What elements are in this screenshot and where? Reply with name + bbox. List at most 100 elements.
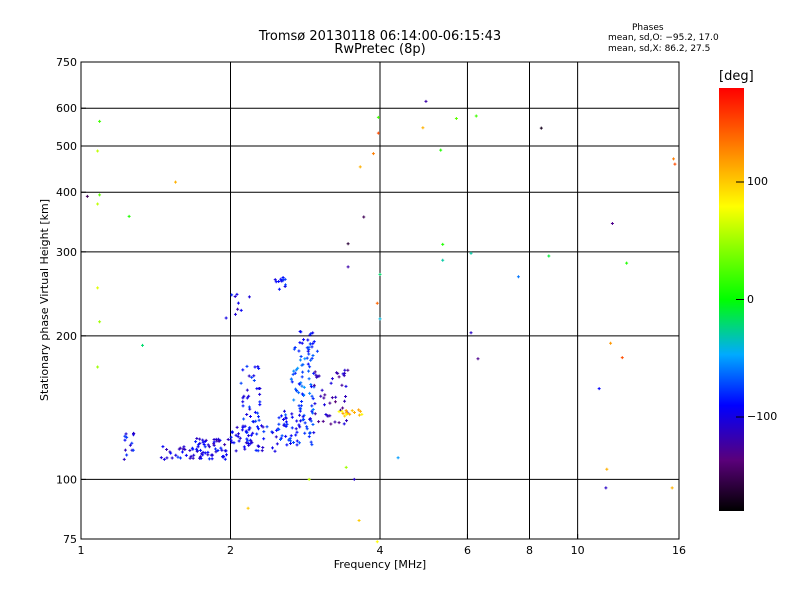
colorbar-title: [deg] [719,69,754,84]
echo-cluster-point [235,425,239,429]
echo-cluster-point [212,442,216,446]
phase-stats-x-mode: mean, sd,X: 86.2, 27.5 [608,44,711,54]
echo-cluster-point [300,363,304,367]
echo-cluster-point [308,431,312,435]
echo-cluster-point [330,377,334,381]
echo-cluster-point [257,387,261,391]
echo-cluster-point [277,427,281,431]
echo-cluster-point [260,449,264,453]
echo-cluster-point [246,439,250,443]
echo-cluster-point [300,384,304,388]
echo-cluster-point [310,404,314,408]
echo-cluster-point [220,448,224,452]
echo-cluster-point [307,435,311,439]
echo-cluster-point [333,400,337,404]
echo-cluster-point [299,355,303,359]
echo-cluster-point [174,453,178,457]
echo-cluster-point [343,414,347,418]
echo-cluster-point [308,391,312,395]
echo-cluster-point [248,415,252,419]
echo-cluster-point [177,447,181,451]
echo-cluster-point [309,417,313,421]
echo-cluster-point [125,435,129,439]
y-tick-label: 100 [56,473,77,486]
echo-cluster-point [191,447,195,451]
echo-cluster-point [295,430,299,434]
echo-cluster-point [223,457,227,461]
echo-cluster-point [292,347,296,351]
echo-cluster-point [261,425,265,429]
echo-cluster-point [292,441,296,444]
echo-point [454,116,458,120]
echo-cluster-point [237,439,241,443]
echo-cluster-point [312,371,316,375]
x-tick-label: 2 [227,544,234,557]
echo-cluster-point [184,453,188,457]
echo-cluster-point [329,422,333,426]
echo-cluster-point [298,407,302,411]
echo-cluster-point [258,403,262,407]
echo-cluster-point [307,369,311,373]
echo-cluster-point [247,434,251,438]
echo-cluster-point [257,366,261,370]
echo-point [375,540,379,544]
echo-cluster-point [233,312,237,316]
echo-cluster-point [247,374,251,378]
echo-cluster-point [298,358,302,362]
echo-cluster-point [307,377,311,381]
echo-cluster-point [284,283,288,287]
echo-cluster-point [282,409,286,413]
echo-point [610,221,614,225]
echo-cluster-point [317,374,321,378]
echo-point [352,477,356,481]
echo-cluster-point [230,430,234,434]
echo-cluster-point [328,401,332,405]
echo-cluster-point [295,389,299,393]
echo-cluster-point [288,436,292,440]
echo-cluster-point [299,419,303,423]
echo-cluster-point [239,308,243,312]
echo-cluster-point [159,456,163,460]
echo-cluster-point [309,358,313,362]
echo-point [625,261,629,265]
echo-cluster-point [195,437,199,441]
echo-cluster-point [343,399,347,403]
echo-point [378,317,382,321]
axis-ticks: 1 2 4 6 8 10 16 75 100 200 300 400 500 600 750 [56,56,686,557]
echo-cluster-point [308,365,312,369]
echo-point [246,506,250,510]
echo-cluster-point [284,416,288,420]
echo-cluster-point [284,425,288,429]
echo-cluster-point [210,457,214,461]
echo-cluster-point [179,456,183,460]
echo-points [85,99,677,544]
echo-cluster-point [281,418,285,422]
echo-cluster-point [309,419,313,423]
echo-point [174,180,178,184]
echo-cluster-point [299,381,303,385]
echo-cluster-point [254,448,258,452]
echo-cluster-point [242,417,246,421]
echo-point [421,126,425,130]
echo-cluster-point [256,365,260,369]
echo-cluster-point [292,369,296,373]
colorbar-ticks [736,181,744,418]
echo-cluster-point [300,375,304,379]
echo-cluster-point [341,372,345,376]
echo-clusters [122,276,364,461]
echo-cluster-point [207,445,211,449]
echo-point [476,357,480,361]
y-tick-label: 300 [56,246,77,259]
echo-cluster-point [244,441,248,445]
echo-cluster-point [236,435,240,439]
echo-cluster-point [302,338,306,342]
echo-cluster-point [282,423,286,427]
echo-cluster-point [250,375,254,379]
echo-cluster-point [194,440,198,444]
echo-cluster-point [223,443,227,447]
echo-cluster-point [181,447,185,451]
echo-cluster-point [206,443,210,447]
echo-cluster-point [337,375,341,379]
echo-point [539,126,543,130]
